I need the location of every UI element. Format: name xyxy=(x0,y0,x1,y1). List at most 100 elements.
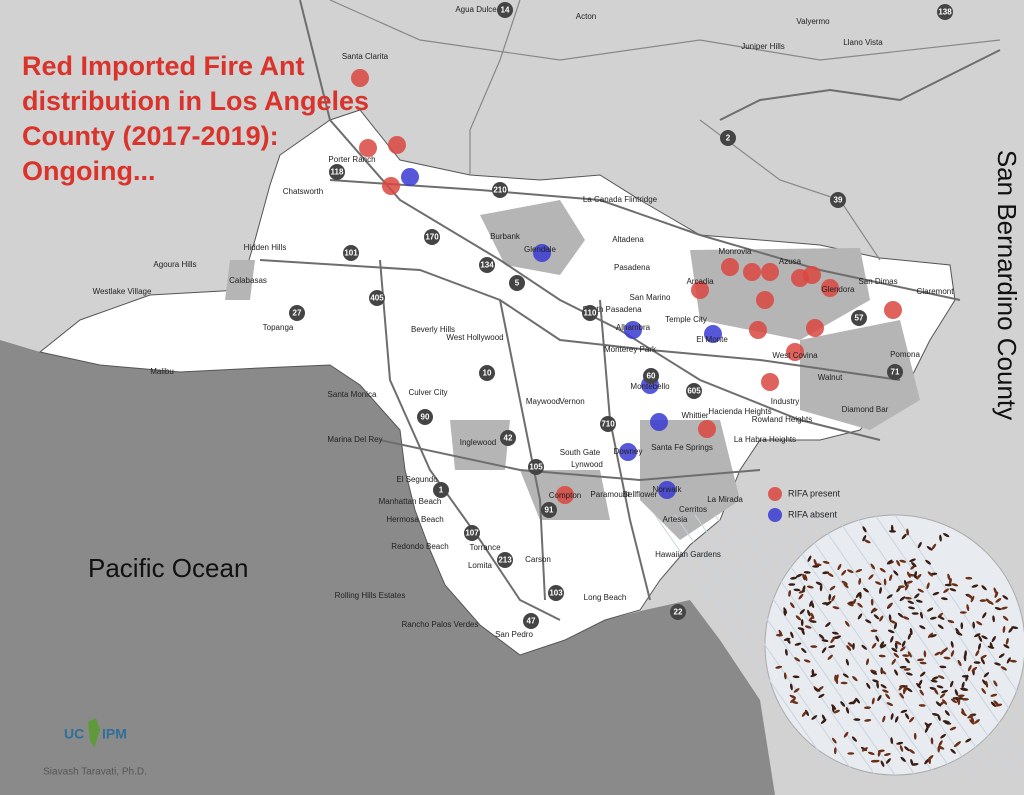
highway-shield xyxy=(479,365,495,381)
place-label: Rolling Hills Estates xyxy=(335,591,406,600)
ant xyxy=(1002,595,1009,600)
ant xyxy=(907,651,912,658)
ant xyxy=(829,585,836,591)
ant xyxy=(795,573,803,578)
place-label: Santa Clarita xyxy=(342,52,389,61)
place-label: El Segundo xyxy=(396,475,438,484)
place-label: Glendale xyxy=(524,245,557,254)
photo-grid xyxy=(874,514,1024,732)
ant xyxy=(886,594,893,599)
ant xyxy=(870,669,877,673)
ant xyxy=(1009,659,1017,663)
ant xyxy=(864,706,871,710)
ant xyxy=(918,704,926,707)
ant xyxy=(943,588,950,594)
ant xyxy=(890,524,894,532)
ant xyxy=(994,662,1001,666)
ant xyxy=(887,602,893,608)
ant xyxy=(961,687,969,691)
ant xyxy=(901,533,907,540)
ant xyxy=(993,700,999,706)
ant xyxy=(913,570,918,578)
place-label: Vernon xyxy=(559,397,584,406)
ant xyxy=(893,570,899,576)
ant xyxy=(940,733,947,739)
highway-number: 170 xyxy=(425,233,439,242)
ant xyxy=(793,588,801,592)
ant xyxy=(845,658,849,666)
ant xyxy=(783,608,787,616)
absent-dots xyxy=(401,168,722,499)
legend-label: RIFA absent xyxy=(788,509,838,519)
ant xyxy=(789,694,797,699)
ant xyxy=(871,697,875,705)
place-label: El Monte xyxy=(696,335,728,344)
ant xyxy=(822,602,829,605)
ant xyxy=(801,711,807,717)
ant xyxy=(1006,657,1011,664)
ant xyxy=(847,602,854,607)
ant xyxy=(819,584,823,592)
highway-shield xyxy=(643,368,659,384)
highway-shields: 14 138 2 39 118 210 170 101 405 27 134 5 110 10 60 605 5… xyxy=(289,2,953,629)
ant xyxy=(927,571,933,577)
ant xyxy=(775,665,783,669)
place-label: Paramount xyxy=(590,490,630,499)
ants xyxy=(654,514,1024,776)
ant xyxy=(961,708,965,715)
place-label: Calabasas xyxy=(229,276,267,285)
ant xyxy=(867,751,875,756)
ant xyxy=(818,693,825,699)
place-label: Industry xyxy=(771,397,799,406)
ant xyxy=(907,632,912,640)
place-label: Llano Vista xyxy=(843,38,883,47)
ant xyxy=(815,581,823,586)
ant xyxy=(870,598,874,606)
ant xyxy=(896,586,901,593)
highway-number: 57 xyxy=(855,314,864,323)
ant xyxy=(1000,606,1008,610)
ant xyxy=(822,571,830,575)
ant xyxy=(908,749,915,754)
ant xyxy=(880,760,885,767)
ant xyxy=(894,669,899,676)
ant xyxy=(898,585,905,589)
ant xyxy=(957,698,961,706)
ant xyxy=(926,582,930,590)
ant xyxy=(928,757,931,765)
ant xyxy=(949,726,957,731)
ant xyxy=(889,620,897,624)
ant xyxy=(916,573,922,580)
highway-shield xyxy=(887,364,903,380)
highway-shield xyxy=(497,552,513,568)
place-label: Juniper Hills xyxy=(741,42,785,51)
highway-number: 101 xyxy=(344,249,358,258)
ant xyxy=(870,629,878,633)
highway-number: 27 xyxy=(293,309,302,318)
highway-number: 103 xyxy=(549,589,563,598)
ant xyxy=(891,658,896,665)
ant xyxy=(982,612,987,619)
ant xyxy=(879,641,885,648)
highway-number: 210 xyxy=(493,186,507,195)
highway-number: 71 xyxy=(891,368,900,377)
ant xyxy=(967,593,973,600)
ant xyxy=(888,614,892,622)
ant xyxy=(905,713,910,720)
ant xyxy=(948,577,952,585)
ant xyxy=(794,642,802,646)
highway-shield xyxy=(329,164,345,180)
ant xyxy=(840,701,846,707)
ant xyxy=(965,738,972,743)
ant xyxy=(901,640,906,648)
ant xyxy=(847,752,855,755)
ant xyxy=(906,687,913,693)
highway-number: 134 xyxy=(480,261,494,270)
ant xyxy=(937,624,944,630)
ant xyxy=(950,650,955,657)
ant xyxy=(828,593,832,601)
place-label: Claremont xyxy=(917,287,955,296)
ant xyxy=(843,731,849,738)
ant xyxy=(961,698,969,701)
